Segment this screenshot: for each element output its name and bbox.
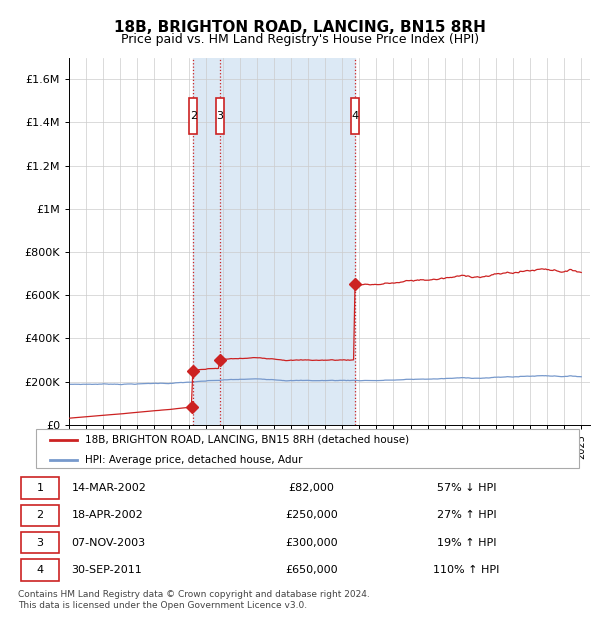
Text: 27% ↑ HPI: 27% ↑ HPI [437, 510, 496, 520]
FancyBboxPatch shape [21, 477, 59, 498]
Text: HPI: Average price, detached house, Adur: HPI: Average price, detached house, Adur [85, 455, 302, 465]
Text: 57% ↓ HPI: 57% ↓ HPI [437, 483, 496, 493]
Text: 14-MAR-2002: 14-MAR-2002 [71, 483, 146, 493]
FancyBboxPatch shape [351, 97, 359, 135]
Text: 2: 2 [37, 510, 44, 520]
Text: 4: 4 [352, 111, 359, 121]
FancyBboxPatch shape [216, 97, 224, 135]
Text: £300,000: £300,000 [285, 538, 338, 547]
Text: Contains HM Land Registry data © Crown copyright and database right 2024.
This d: Contains HM Land Registry data © Crown c… [18, 590, 370, 609]
Text: 18B, BRIGHTON ROAD, LANCING, BN15 8RH (detached house): 18B, BRIGHTON ROAD, LANCING, BN15 8RH (d… [85, 435, 409, 445]
FancyBboxPatch shape [36, 429, 579, 468]
Text: 18B, BRIGHTON ROAD, LANCING, BN15 8RH: 18B, BRIGHTON ROAD, LANCING, BN15 8RH [114, 20, 486, 35]
Text: 2: 2 [190, 111, 197, 121]
Text: Price paid vs. HM Land Registry's House Price Index (HPI): Price paid vs. HM Land Registry's House … [121, 33, 479, 46]
Text: 3: 3 [37, 538, 43, 547]
FancyBboxPatch shape [190, 97, 197, 135]
Text: 18-APR-2002: 18-APR-2002 [71, 510, 143, 520]
FancyBboxPatch shape [21, 559, 59, 581]
Text: 30-SEP-2011: 30-SEP-2011 [71, 565, 142, 575]
FancyBboxPatch shape [21, 505, 59, 526]
Text: 110% ↑ HPI: 110% ↑ HPI [433, 565, 500, 575]
Text: £82,000: £82,000 [289, 483, 334, 493]
Text: 3: 3 [217, 111, 224, 121]
Text: 1: 1 [37, 483, 43, 493]
Text: £650,000: £650,000 [285, 565, 338, 575]
Text: 07-NOV-2003: 07-NOV-2003 [71, 538, 146, 547]
Text: 19% ↑ HPI: 19% ↑ HPI [437, 538, 496, 547]
Text: £250,000: £250,000 [285, 510, 338, 520]
Text: 4: 4 [37, 565, 44, 575]
Bar [193, 58, 355, 425]
FancyBboxPatch shape [21, 532, 59, 553]
